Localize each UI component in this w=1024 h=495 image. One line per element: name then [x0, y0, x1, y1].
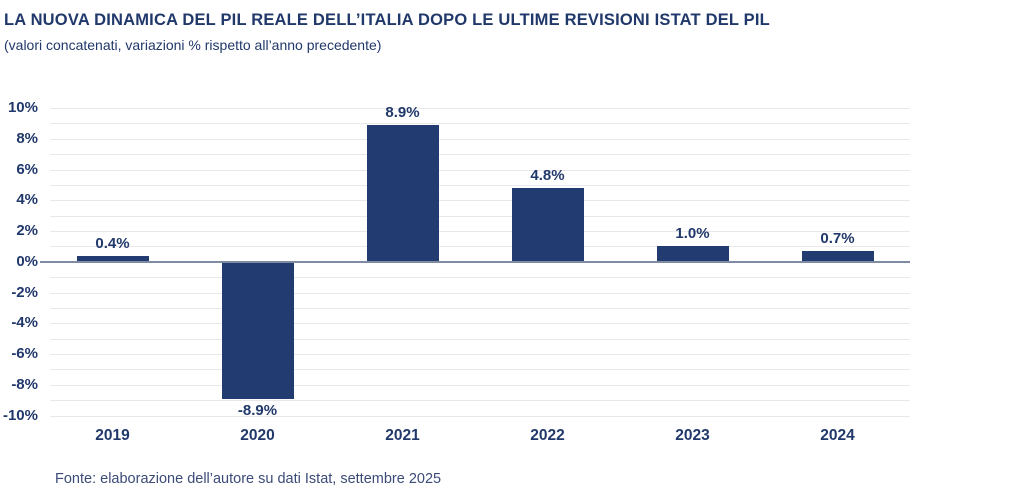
y-tick-label: -8% [11, 375, 38, 393]
bar-value-label: 4.8% [530, 166, 565, 184]
chart-title: LA NUOVA DINAMICA DEL PIL REALE DELL’ITA… [4, 11, 770, 29]
grid-line [50, 277, 910, 279]
grid-line [50, 200, 910, 202]
source-note: Fonte: elaborazione dell’autore su dati … [55, 471, 442, 487]
bar-value-label: 8.9% [385, 103, 420, 121]
grid-line [50, 307, 910, 309]
bar [511, 187, 584, 262]
bar [366, 124, 439, 262]
y-axis: 10% 8% 6% 4% 2% 0% -2% -4% -6% -8% -10% [0, 100, 38, 424]
y-tick-label: 2% [16, 222, 38, 239]
y-tick-label: -4% [11, 314, 38, 332]
bar [656, 246, 729, 262]
x-tick-label: 2021 [385, 427, 420, 444]
grid-line [50, 338, 910, 340]
y-tick-label: 10% [7, 99, 38, 116]
chart-subtitle: (valori concatenati, variazioni % rispet… [4, 37, 382, 53]
y-tick-label: 6% [16, 160, 38, 178]
y-tick-label: -6% [11, 345, 38, 362]
y-tick-label: 4% [16, 191, 38, 209]
x-tick-label: 2019 [95, 427, 130, 444]
bar [76, 255, 149, 262]
grid-line [50, 138, 910, 140]
grid-line [50, 154, 910, 156]
grid-line [50, 108, 910, 109]
x-tick-label: 2024 [820, 427, 855, 444]
bar-value-label: 0.7% [820, 229, 855, 247]
grid-line [50, 323, 910, 325]
bar-value-label: 0.4% [95, 234, 130, 252]
grid-line [50, 169, 910, 171]
x-tick-label: 2022 [530, 427, 565, 444]
grid-line [50, 384, 910, 386]
grid-line [50, 415, 910, 417]
x-tick-label: 2020 [240, 427, 275, 444]
y-tick-label: 8% [16, 129, 38, 147]
bar-value-label: 1.0% [675, 225, 710, 243]
y-tick-label: -10% [2, 406, 38, 424]
zero-axis-line [40, 260, 910, 263]
bar [221, 261, 294, 399]
grid-line [50, 215, 910, 217]
grid-line [50, 246, 910, 248]
y-tick-label: -2% [11, 283, 38, 301]
grid-line [50, 354, 910, 355]
bar [801, 250, 874, 262]
x-tick-label: 2023 [675, 427, 710, 444]
grid-line [50, 123, 910, 125]
plot-area: 0.4% 2019 -8.9% 2020 8.9% 2021 4.8% 2022 1.0% 202… [40, 104, 910, 444]
grid-line [50, 231, 910, 232]
bar-value-label: -8.9% [237, 401, 278, 419]
grid-line [50, 400, 910, 402]
grid-line [50, 184, 910, 186]
y-tick-label: 0% [16, 252, 38, 270]
grid-line [50, 369, 910, 371]
grid-line [50, 292, 910, 294]
